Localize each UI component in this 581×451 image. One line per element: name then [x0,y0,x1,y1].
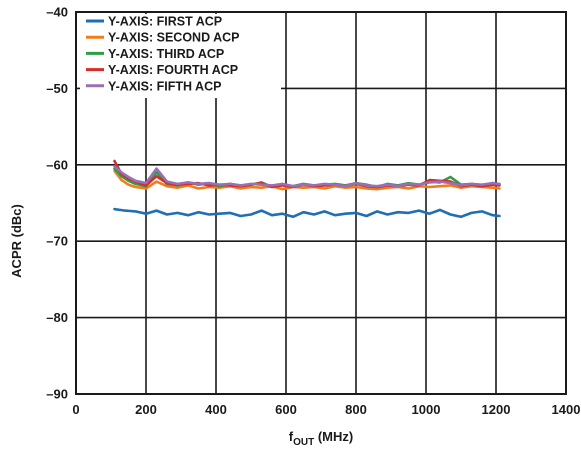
series-line-2 [113,169,501,191]
x-tick-label: 600 [275,402,297,417]
y-tick-labels: –40 –50 –60 –70 –80 –90 [46,5,68,402]
x-tick-label: 1000 [412,402,441,417]
y-tick-label: –60 [46,157,68,172]
legend-background [80,14,281,98]
x-tick-label: 400 [205,402,227,417]
x-axis-label-main: f [289,429,294,444]
x-tick-label: 200 [135,402,157,417]
x-tick-labels: 0 200 400 600 800 1000 1200 1400 [72,402,580,417]
series-layer [113,159,501,219]
series-line-5 [113,165,501,188]
x-tick-label: 1400 [552,402,581,417]
x-axis-label: fOUT (MHz) [289,429,353,448]
legend-label: Y-AXIS: FOURTH ACP [108,63,238,77]
series-line-1 [113,207,501,219]
legend: Y-AXIS: FIRST ACP Y-AXIS: SECOND ACP Y-AXI… [80,14,281,98]
x-tick-label: 800 [345,402,367,417]
plot-frame [75,11,567,395]
legend-label: Y-AXIS: FIFTH ACP [108,79,221,93]
legend-label: Y-AXIS: THIRD ACP [108,47,224,61]
plot-border [75,11,567,395]
y-tick-label: –70 [46,234,68,249]
x-axis-label-unit: (MHz) [314,429,353,444]
y-tick-label: –50 [46,81,68,96]
y-tick-label: –90 [46,387,68,402]
x-tick-label: 1200 [482,402,511,417]
y-tick-label: –40 [46,5,68,20]
legend-label: Y-AXIS: SECOND ACP [108,31,240,45]
y-tick-label: –80 [46,310,68,325]
x-axis-label-sub: OUT [293,437,314,448]
x-tick-label: 0 [72,402,79,417]
y-axis-label: ACPR (dBc) [9,204,24,278]
legend-label: Y-AXIS: FIRST ACP [108,15,222,29]
